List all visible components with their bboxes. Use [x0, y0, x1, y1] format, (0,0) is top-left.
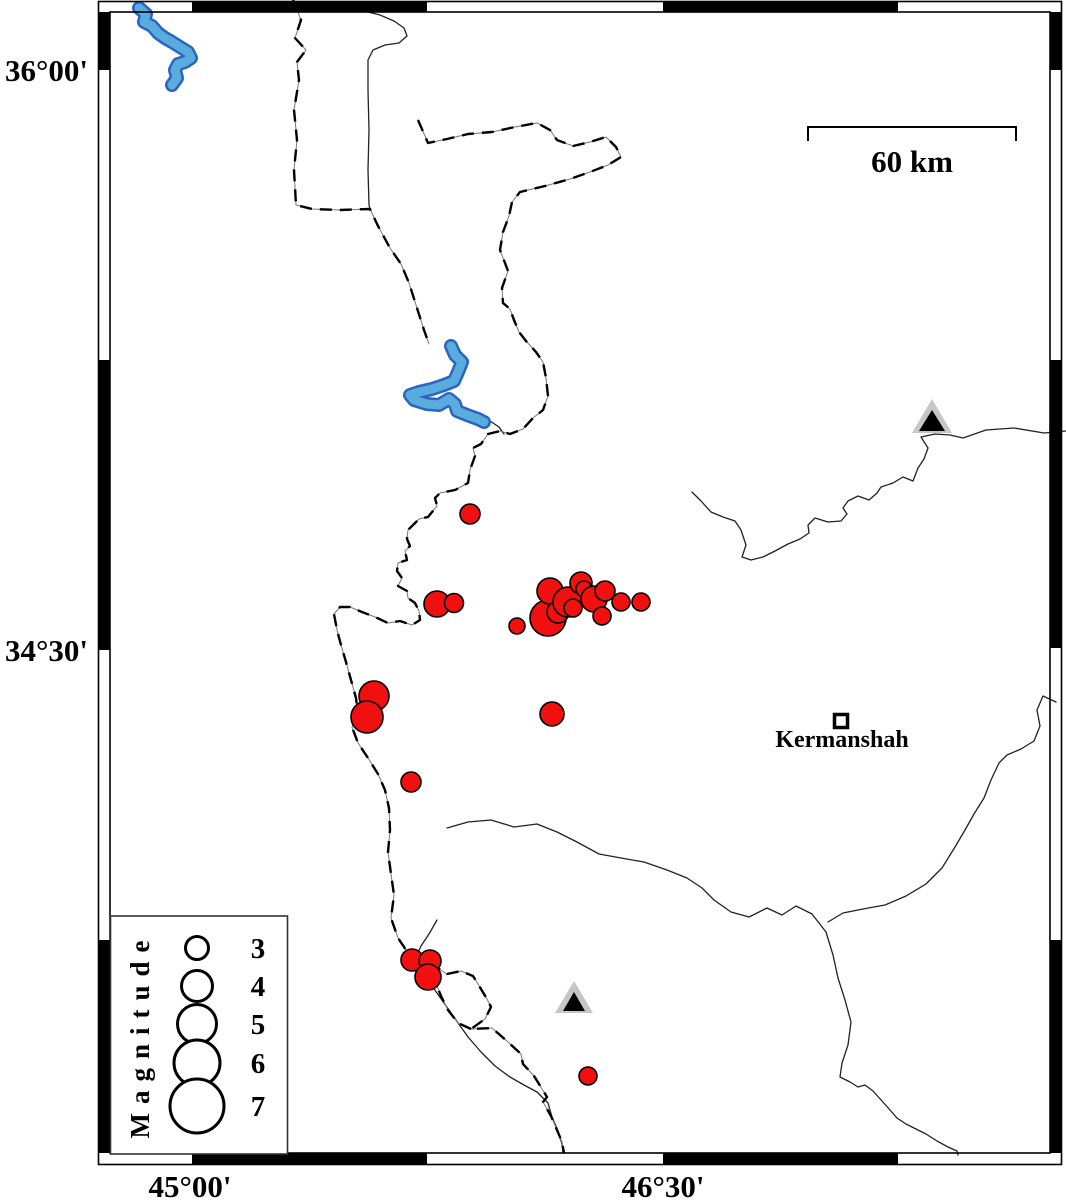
- earthquake-marker: [508, 617, 526, 635]
- lakes: [132, 1, 491, 429]
- legend-circle-m7: [168, 1077, 226, 1135]
- river-long-diagonal: [446, 819, 959, 1156]
- earthquake-marker: [578, 1066, 598, 1086]
- legend-label-m6: 6: [251, 1048, 266, 1080]
- earthquake-marker: [611, 592, 631, 612]
- scale-bar-label: 60 km: [871, 144, 953, 179]
- earthquake-marker: [592, 606, 612, 626]
- earthquake-marker: [539, 701, 565, 727]
- station-triangle-inner: [563, 992, 585, 1011]
- earthquake-marker: [594, 580, 616, 602]
- legend-circle-m3: [184, 935, 210, 961]
- scale-bar: 60 km: [807, 126, 1017, 179]
- earthquake-marker: [350, 700, 384, 734]
- earthquake-marker: [443, 592, 465, 614]
- border-dashed-bottom: [429, 961, 566, 1154]
- earthquake-marker: [563, 598, 583, 618]
- lake-middle-fill: [405, 341, 489, 427]
- city-square-marker: [832, 712, 850, 730]
- scale-bar-bracket: [807, 126, 1017, 141]
- earthquake-marker: [459, 503, 481, 525]
- station-triangle-inner: [919, 410, 945, 431]
- legend-label-m4: 4: [251, 971, 266, 1003]
- earthquake-marker: [414, 963, 442, 991]
- legend-label-m5: 5: [251, 1009, 266, 1041]
- map-frame: [97, 0, 1063, 1166]
- earthquake-marker: [631, 592, 651, 612]
- station-triangles: [555, 399, 952, 1013]
- border-dashed-top: [291, 0, 431, 345]
- frame-black-segments: [98, 1, 1062, 1164]
- city-label: Kermanshah: [775, 727, 908, 753]
- legend-items: 3 4 5 6 7: [168, 933, 266, 1135]
- frame-inner-line: [109, 11, 1051, 1154]
- earthquake-markers: [350, 503, 651, 1086]
- city-kermanshah: Kermanshah: [775, 712, 909, 753]
- earthquake-marker: [400, 771, 422, 793]
- lon-label-45: 45°00': [148, 1169, 231, 1203]
- lon-label-46-30: 46°30': [621, 1169, 704, 1203]
- lat-label-34-30: 34°30': [5, 633, 88, 668]
- axis-annotations: 36°00' 34°30' 45°00' 46°30': [5, 53, 705, 1203]
- legend-title: Magnitude: [125, 931, 155, 1138]
- legend-circle-m5: [176, 1003, 218, 1045]
- legend-label-m3: 3: [251, 933, 266, 965]
- lake-top-left-fill: [134, 3, 196, 90]
- lat-label-36: 36°00': [5, 53, 88, 88]
- legend-circle-m4: [180, 969, 214, 1003]
- river-top-loop: [367, 11, 408, 210]
- river-northeast-branch: [827, 695, 1057, 923]
- frame-outer-line: [97, 0, 1063, 1166]
- legend-label-m7: 7: [251, 1091, 266, 1123]
- river-right: [691, 427, 1066, 561]
- magnitude-legend: Magnitude 3 4 5 6 7: [109, 915, 289, 1155]
